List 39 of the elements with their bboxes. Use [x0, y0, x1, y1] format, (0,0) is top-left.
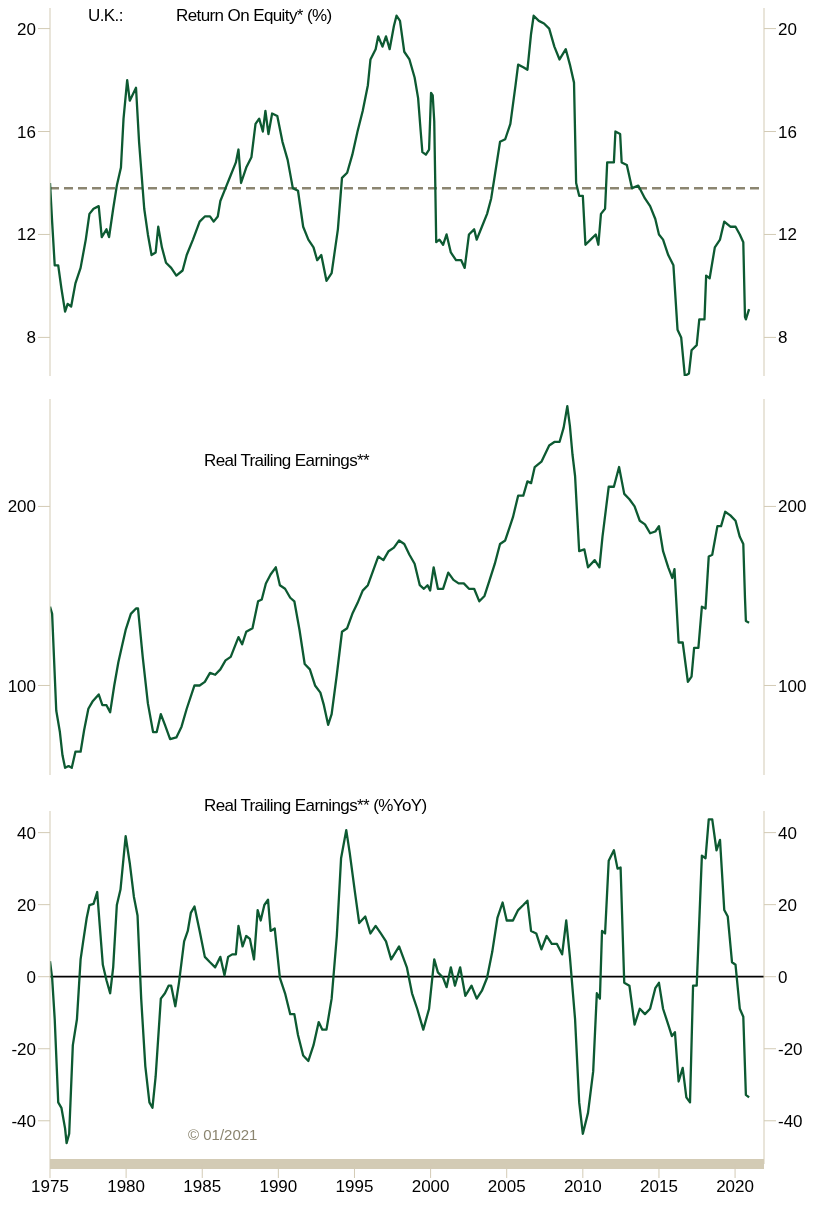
x-tick-label: 1990 [259, 1177, 298, 1197]
chart-title: U.K.: [88, 6, 123, 26]
y2-tick-label: 40 [778, 823, 797, 843]
y2-tick-label: 12 [778, 225, 797, 245]
y-tick-label: 8 [26, 328, 36, 348]
y2-tick-label: -40 [778, 1111, 803, 1131]
y-tick-label: -40 [11, 1111, 36, 1131]
x-tick-label: 2015 [640, 1177, 678, 1197]
y2-tick-label: 20 [778, 895, 797, 915]
x-tick-label: 2005 [487, 1177, 526, 1197]
x-tick-label: 2000 [411, 1177, 450, 1197]
y2-tick-label: 8 [778, 328, 788, 348]
x-tick-label: 1985 [183, 1177, 222, 1197]
line-series [50, 405, 751, 769]
y2-tick-label: 0 [778, 967, 788, 987]
annotation: © 01/2021 [188, 1126, 258, 1143]
text: Real Trailing Earnings** [204, 451, 370, 471]
y-tick-label: 100 [7, 676, 36, 696]
line-series [50, 818, 751, 1145]
y2-tick-label: 20 [778, 19, 797, 39]
y2-tick-label: 100 [778, 676, 807, 696]
y2-tick-label: 200 [778, 497, 807, 517]
y-tick-label: 20 [17, 895, 36, 915]
y-tick-label: 20 [17, 19, 36, 39]
y2-tick-label: 16 [778, 122, 797, 142]
chart-subtitle: Return On Equity* (%) [176, 6, 332, 26]
y2-tick-label: -20 [778, 1039, 803, 1059]
y-tick-label: 0 [26, 967, 36, 987]
x-tick-label: 1995 [335, 1177, 374, 1197]
y-tick-label: 40 [17, 823, 36, 843]
x-tick-label: 1980 [107, 1177, 146, 1197]
chart-title: Real Trailing Earnings** (%YoY) [204, 796, 427, 816]
y-tick-label: 16 [17, 122, 36, 142]
y-tick-label: 12 [17, 225, 36, 245]
x-tick-label: 1975 [31, 1177, 69, 1197]
y-tick-label: -20 [11, 1039, 36, 1059]
y-tick-label: 200 [7, 497, 36, 517]
x-tick-label: 2010 [563, 1177, 602, 1197]
x-tick-label: 2020 [716, 1177, 754, 1197]
